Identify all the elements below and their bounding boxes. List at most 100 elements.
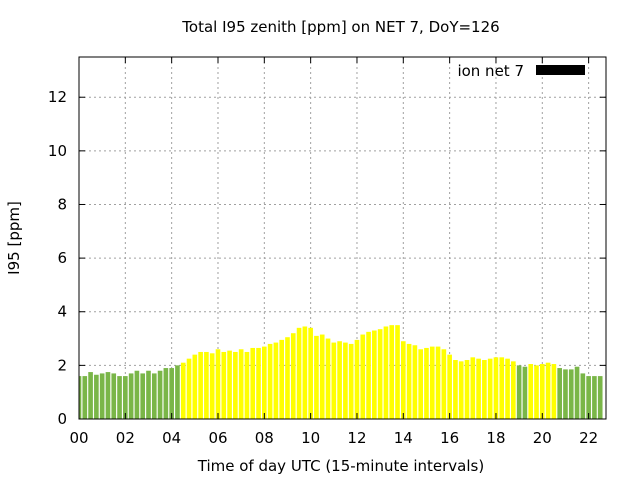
bar xyxy=(366,331,371,419)
bar xyxy=(574,366,580,419)
bar xyxy=(262,346,267,419)
bar xyxy=(111,373,117,419)
bars xyxy=(79,325,603,419)
bar xyxy=(528,364,534,419)
bar xyxy=(453,360,458,419)
bar xyxy=(94,374,99,419)
x-tick-label: 00 xyxy=(69,429,88,447)
bar xyxy=(406,343,412,419)
bar xyxy=(360,334,366,419)
x-tick-label: 02 xyxy=(116,429,135,447)
plot-border xyxy=(78,56,607,420)
bar xyxy=(238,349,244,419)
bar xyxy=(516,365,522,419)
y-tick-label: 4 xyxy=(57,303,67,321)
bar xyxy=(250,347,256,419)
bar xyxy=(267,343,273,419)
bar xyxy=(418,349,423,419)
x-tick-label: 06 xyxy=(208,429,227,447)
bar xyxy=(99,373,105,419)
legend-swatch xyxy=(536,65,585,75)
x-tick-label: 10 xyxy=(301,429,320,447)
bar xyxy=(215,349,221,419)
bar xyxy=(534,365,539,419)
bar xyxy=(319,334,325,419)
bar xyxy=(314,335,319,419)
grid xyxy=(79,57,606,419)
bar xyxy=(279,339,285,419)
bar xyxy=(458,361,464,419)
bar xyxy=(348,343,354,419)
bar xyxy=(412,345,418,419)
bar xyxy=(383,326,389,419)
bar xyxy=(82,376,88,419)
y-tick-labels: 0 2 4 6 8 10 12 xyxy=(48,88,67,428)
bar xyxy=(476,358,481,419)
bar xyxy=(233,351,238,419)
bar xyxy=(331,342,337,419)
bar xyxy=(372,330,377,419)
bar xyxy=(302,326,308,419)
bar xyxy=(557,368,562,419)
bar xyxy=(354,339,360,419)
bar xyxy=(424,347,429,419)
bar xyxy=(169,368,174,419)
bar xyxy=(597,376,603,419)
bar xyxy=(244,351,250,419)
legend-label: ion net 7 xyxy=(457,62,524,80)
bar xyxy=(175,365,180,419)
bar xyxy=(163,368,169,419)
bar xyxy=(134,370,140,419)
bar xyxy=(157,370,163,419)
bar xyxy=(79,376,82,419)
bar xyxy=(146,370,151,419)
bar xyxy=(128,373,134,419)
bar xyxy=(400,341,406,419)
y-tick-label: 2 xyxy=(57,356,67,374)
y-tick-label: 12 xyxy=(48,88,67,106)
legend: ion net 7 xyxy=(457,62,585,80)
bar xyxy=(140,373,146,419)
bar xyxy=(343,342,348,419)
x-tick-label: 16 xyxy=(440,429,459,447)
x-tick-label: 08 xyxy=(255,429,274,447)
bar xyxy=(522,366,528,419)
bar xyxy=(499,357,505,419)
bar xyxy=(539,364,545,419)
bar xyxy=(482,360,487,419)
bar xyxy=(285,337,290,419)
y-tick-label: 10 xyxy=(48,142,67,160)
y-tick-label: 0 xyxy=(57,410,67,428)
bar xyxy=(395,325,400,419)
bar xyxy=(209,353,215,419)
bar xyxy=(586,376,591,419)
bar xyxy=(580,373,586,419)
y-axis-label: I95 [ppm] xyxy=(5,201,23,275)
bar xyxy=(308,327,313,419)
bar xyxy=(470,357,476,419)
chart-title: Total I95 zenith [ppm] on NET 7, DoY=126 xyxy=(181,18,499,36)
bar xyxy=(204,351,209,419)
bar xyxy=(186,358,192,419)
x-tick-label: 12 xyxy=(347,429,366,447)
x-tick-label: 18 xyxy=(486,429,505,447)
x-tick-label: 14 xyxy=(394,429,413,447)
bar xyxy=(273,342,279,419)
x-tick-label: 20 xyxy=(533,429,552,447)
bar xyxy=(256,347,261,419)
x-axis-label: Time of day UTC (15-minute intervals) xyxy=(197,457,484,475)
bar xyxy=(493,357,499,419)
x-tick-label: 22 xyxy=(579,429,598,447)
bar xyxy=(123,376,128,419)
bar xyxy=(545,362,551,419)
bar xyxy=(435,346,441,419)
x-tick-label: 04 xyxy=(162,429,181,447)
bar xyxy=(117,376,122,419)
bar xyxy=(105,372,111,419)
bar xyxy=(377,329,383,419)
bar xyxy=(198,351,203,419)
bar xyxy=(227,350,232,419)
bar xyxy=(389,325,395,419)
bar xyxy=(180,362,186,419)
